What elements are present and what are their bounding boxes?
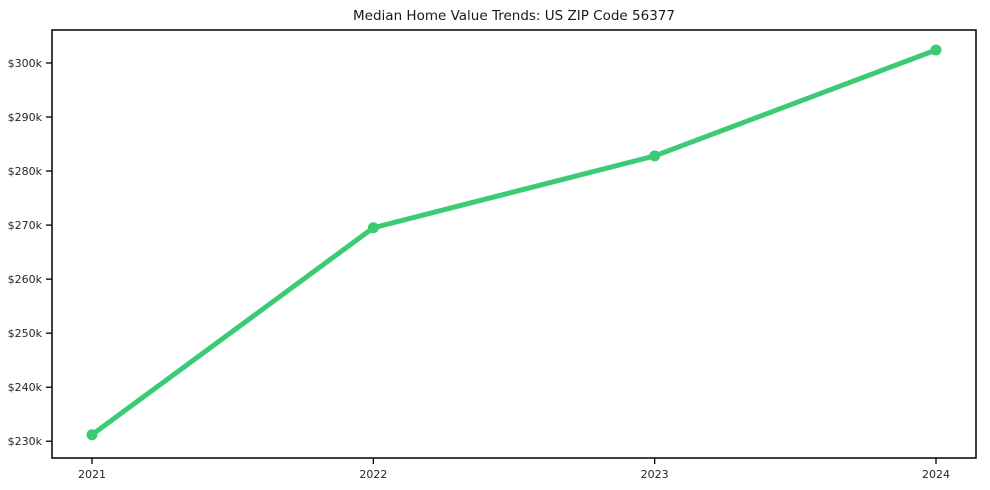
data-line — [89, 47, 939, 438]
y-tick-label: $280k — [8, 165, 43, 178]
data-point-2023 — [649, 150, 661, 162]
y-tick-label: $270k — [8, 219, 43, 232]
y-tick-label: $230k — [8, 435, 43, 448]
x-tick-label: 2021 — [78, 468, 106, 481]
y-tick-label: $290k — [8, 111, 43, 124]
x-tick-label: 2023 — [641, 468, 669, 481]
data-point-2024 — [930, 44, 942, 56]
x-tick-label: 2022 — [359, 468, 387, 481]
x-tick-label: 2024 — [922, 468, 950, 481]
y-tick-label: $250k — [8, 327, 43, 340]
y-tick-label: $300k — [8, 57, 43, 70]
y-tick-label: $240k — [8, 381, 43, 394]
plot-frame — [51, 29, 977, 459]
data-point-2021 — [86, 429, 98, 441]
data-point-2022 — [367, 222, 379, 234]
y-tick-label: $260k — [8, 273, 43, 286]
chart-title: Median Home Value Trends: US ZIP Code 56… — [353, 8, 675, 24]
